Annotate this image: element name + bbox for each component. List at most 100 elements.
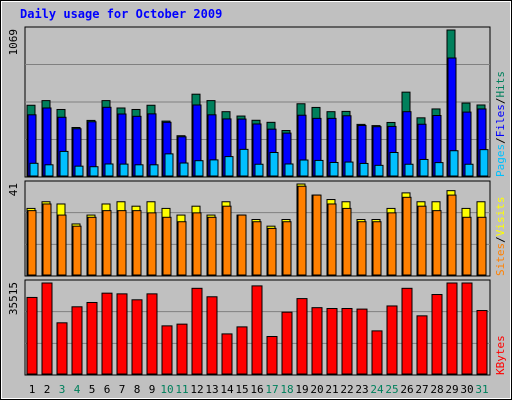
bar-sites-day-22	[342, 207, 352, 276]
bar-kbytes-day-1	[26, 296, 38, 375]
x-tick-day-18: 18	[280, 383, 293, 396]
bar-sites-day-13	[207, 216, 217, 276]
x-tick-day-23: 23	[355, 383, 368, 396]
x-tick-day-25: 25	[385, 383, 398, 396]
bar-sites-day-6	[102, 210, 112, 276]
chart-title: Daily usage for October 2009	[20, 7, 222, 21]
bar-pages-day-21	[329, 161, 339, 177]
bar-sites-day-20	[312, 194, 322, 276]
x-tick-day-27: 27	[415, 383, 428, 396]
bar-sites-day-10	[162, 216, 172, 276]
x-tick-day-22: 22	[340, 383, 353, 396]
x-tick-day-5: 5	[89, 383, 96, 396]
panel-visitors: 41 Sites/Visits	[7, 180, 507, 277]
x-tick-day-26: 26	[400, 383, 413, 396]
bar-kbytes-day-31	[476, 310, 488, 375]
bar-kbytes-day-7	[116, 293, 128, 375]
bar-sites-day-25	[387, 212, 397, 276]
bar-sites-day-28	[432, 210, 442, 276]
bar-kbytes-day-4	[71, 306, 83, 375]
bar-kbytes-day-20	[311, 307, 323, 375]
bar-pages-day-24	[374, 164, 384, 177]
bar-pages-day-5	[89, 166, 99, 177]
x-tick-day-19: 19	[295, 383, 308, 396]
bar-pages-day-25	[389, 152, 399, 177]
chart-panels: 1069Pages/Files/Hits41Sites/Visits35515K…	[7, 26, 507, 376]
bar-sites-day-12	[192, 212, 202, 276]
x-tick-day-30: 30	[460, 383, 473, 396]
bar-pages-day-8	[134, 164, 144, 177]
legend-visitors: Sites/Visits	[494, 197, 507, 277]
x-tick-day-4: 4	[74, 383, 81, 396]
bar-pages-day-23	[359, 162, 369, 177]
bar-sites-day-11	[177, 221, 187, 276]
bar-sites-day-7	[117, 210, 127, 276]
bar-pages-day-16	[254, 163, 264, 177]
bar-kbytes-day-21	[326, 308, 338, 375]
bar-sites-day-16	[252, 221, 262, 276]
bar-pages-day-6	[104, 163, 114, 177]
bar-pages-day-4	[74, 165, 84, 177]
panel-kbytes: 35515 KBytes	[7, 279, 507, 376]
bar-sites-day-31	[477, 216, 487, 276]
x-tick-day-31: 31	[475, 383, 488, 396]
x-tick-day-11: 11	[175, 383, 188, 396]
bar-sites-day-4	[72, 225, 82, 276]
bar-sites-day-24	[372, 221, 382, 276]
x-tick-day-29: 29	[445, 383, 458, 396]
bar-pages-day-12	[194, 160, 204, 177]
x-tick-day-20: 20	[310, 383, 323, 396]
legend-item-1: /	[494, 137, 507, 144]
legend-item-2: Visits	[494, 197, 507, 237]
bar-kbytes-day-24	[371, 330, 383, 375]
bar-kbytes-day-27	[416, 315, 428, 375]
bar-kbytes-day-2	[41, 282, 53, 375]
bar-kbytes-day-29	[446, 282, 458, 375]
bar-sites-day-29	[447, 194, 457, 276]
bar-pages-day-22	[344, 161, 354, 177]
bar-pages-day-9	[149, 164, 159, 177]
bar-kbytes-day-15	[236, 326, 248, 375]
x-axis-day-labels: 1 2 3 4 5 6 7 8 9 10 11 12 13 14 15 16 17 18 19 20 21 22 23 24 2…	[29, 383, 489, 396]
bar-sites-day-1	[27, 210, 37, 276]
bar-kbytes-day-11	[176, 323, 188, 375]
legend-kbytes: KBytes	[494, 335, 507, 375]
bar-pages-day-20	[314, 159, 324, 177]
bar-pages-day-31	[479, 149, 489, 177]
x-tick-day-21: 21	[325, 383, 338, 396]
x-tick-day-7: 7	[119, 383, 126, 396]
y-max-label-requests: 1069	[7, 29, 20, 56]
bar-pages-day-13	[209, 159, 219, 177]
legend-item-0: KBytes	[494, 335, 507, 375]
x-tick-day-1: 1	[29, 383, 36, 396]
bar-pages-day-15	[239, 148, 249, 177]
bar-kbytes-day-26	[401, 287, 413, 375]
x-tick-day-9: 9	[149, 383, 156, 396]
bar-kbytes-day-19	[296, 298, 308, 375]
bar-sites-day-18	[282, 221, 292, 276]
bar-sites-day-2	[42, 203, 52, 276]
bar-pages-day-29	[449, 150, 459, 177]
bar-sites-day-9	[147, 212, 157, 276]
bar-pages-day-28	[434, 162, 444, 177]
legend-item-0: Sites	[494, 243, 507, 276]
bar-sites-day-21	[327, 203, 337, 276]
bar-kbytes-day-3	[56, 322, 68, 375]
bar-kbytes-day-30	[461, 282, 473, 375]
x-tick-day-24: 24	[370, 383, 384, 396]
bar-kbytes-day-18	[281, 311, 293, 375]
x-tick-day-28: 28	[430, 383, 443, 396]
bar-kbytes-day-8	[131, 299, 143, 375]
bar-pages-day-18	[284, 163, 294, 177]
x-tick-day-10: 10	[160, 383, 173, 396]
bar-kbytes-day-23	[356, 308, 368, 375]
bar-kbytes-day-12	[191, 287, 203, 375]
x-tick-day-16: 16	[250, 383, 263, 396]
bar-pages-day-27	[419, 158, 429, 177]
bar-sites-day-5	[87, 216, 97, 276]
x-tick-day-6: 6	[104, 383, 111, 396]
bar-pages-day-7	[119, 163, 129, 177]
